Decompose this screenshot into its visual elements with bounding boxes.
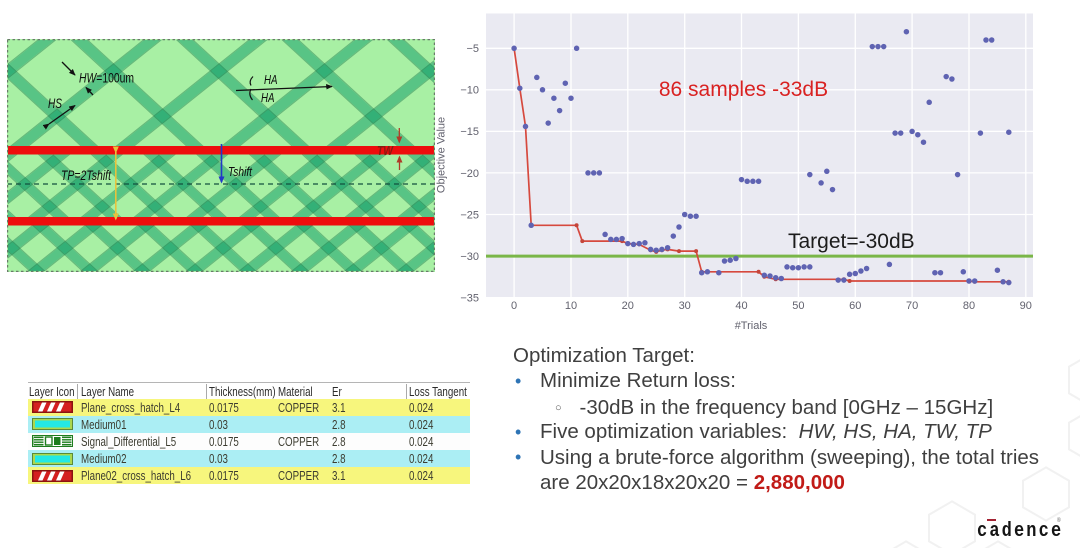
svg-text:90: 90 [1020, 300, 1032, 312]
svg-text:−30: −30 [460, 251, 479, 263]
svg-text:30: 30 [679, 300, 691, 312]
svg-text:−5: −5 [466, 43, 479, 55]
svg-text:40: 40 [735, 300, 747, 312]
svg-text:−35: −35 [460, 292, 479, 304]
svg-text:HA: HA [261, 91, 275, 105]
svg-text:Objective Value: Objective Value [436, 117, 448, 193]
svg-text:−20: −20 [460, 168, 479, 180]
svg-text:10: 10 [565, 300, 577, 312]
svg-text:HA: HA [264, 73, 278, 87]
svg-text:HW=100um: HW=100um [79, 71, 134, 86]
svg-text:Target=-30dB: Target=-30dB [788, 230, 915, 253]
svg-text:50: 50 [792, 300, 804, 312]
svg-text:TP=2Tshift: TP=2Tshift [61, 168, 112, 183]
svg-text:TW: TW [377, 144, 394, 158]
svg-text:86 samples -33dB: 86 samples -33dB [659, 78, 828, 101]
svg-text:−10: −10 [460, 85, 479, 97]
svg-text:0: 0 [511, 300, 517, 312]
svg-text:70: 70 [906, 300, 918, 312]
svg-text:#Trials: #Trials [735, 320, 768, 332]
svg-text:20: 20 [622, 300, 634, 312]
svg-text:−15: −15 [460, 126, 479, 138]
svg-text:Tshift: Tshift [228, 164, 253, 179]
svg-text:80: 80 [963, 300, 975, 312]
svg-text:60: 60 [849, 300, 861, 312]
svg-text:HS: HS [48, 96, 62, 111]
svg-text:−25: −25 [460, 209, 479, 221]
